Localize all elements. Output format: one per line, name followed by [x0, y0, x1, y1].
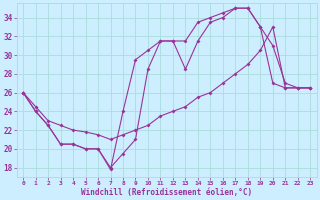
X-axis label: Windchill (Refroidissement éolien,°C): Windchill (Refroidissement éolien,°C)	[81, 188, 252, 197]
